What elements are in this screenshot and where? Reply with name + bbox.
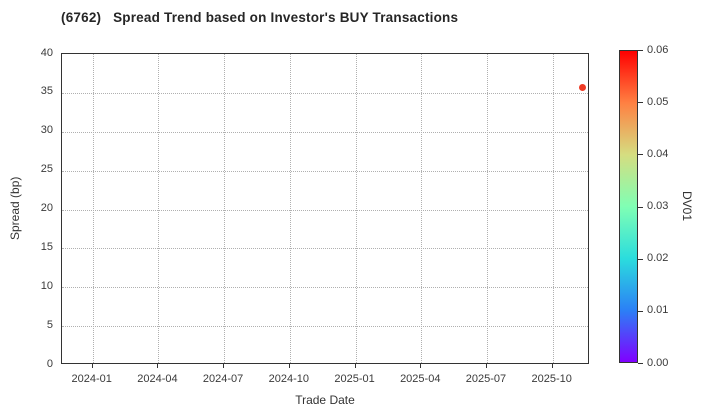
colorbar-tick-mark <box>638 363 643 364</box>
colorbar-tick-mark <box>638 154 643 156</box>
v-gridline <box>224 54 226 363</box>
v-gridline <box>92 54 94 363</box>
h-gridline <box>62 209 588 211</box>
y-tick-label: 15 <box>40 240 53 253</box>
h-gridline <box>62 248 588 250</box>
colorbar-tick-mark <box>638 50 643 51</box>
x-tick-label: 2025-04 <box>400 373 441 385</box>
x-tick-mark <box>157 364 159 368</box>
y-tick-label: 40 <box>40 46 53 59</box>
data-point <box>579 84 587 92</box>
v-gridline <box>552 54 554 363</box>
colorbar-tick-label: 0.06 <box>647 43 669 56</box>
y-tick-label: 10 <box>40 279 53 292</box>
x-tick-mark <box>551 364 553 368</box>
x-tick-mark <box>288 364 290 368</box>
y-tick-label: 35 <box>40 85 53 98</box>
x-tick-mark <box>420 364 422 368</box>
x-axis-label: Trade Date <box>295 393 355 407</box>
h-gridline <box>62 170 588 172</box>
v-gridline <box>421 54 423 363</box>
h-gridline <box>62 326 588 328</box>
colorbar-tick-mark <box>638 258 643 260</box>
x-tick-label: 2025-07 <box>465 373 507 385</box>
h-gridline <box>62 92 588 94</box>
colorbar-tick-label: 0.05 <box>647 95 669 108</box>
x-tick-mark <box>485 364 487 368</box>
colorbar-tick-label: 0.04 <box>647 147 669 160</box>
y-tick-label: 5 <box>46 318 53 331</box>
h-gridline <box>62 131 588 133</box>
y-tick-label: 25 <box>40 163 53 176</box>
y-tick-label: 20 <box>40 202 53 214</box>
x-tick-mark <box>354 364 356 368</box>
x-tick-label: 2024-10 <box>268 373 310 385</box>
h-gridline <box>62 287 588 289</box>
x-tick-label: 2025-01 <box>334 373 375 385</box>
colorbar-tick-mark <box>638 310 643 312</box>
x-tick-label: 2024-07 <box>202 373 244 385</box>
colorbar <box>619 50 638 363</box>
x-tick-label: 2024-04 <box>137 373 178 385</box>
v-gridline <box>158 54 160 363</box>
x-tick-mark <box>223 364 225 368</box>
colorbar-tick-label: 0.02 <box>647 252 669 265</box>
colorbar-tick-label: 0.01 <box>647 304 669 317</box>
colorbar-label: DV01 <box>680 191 694 222</box>
colorbar-tick-mark <box>638 102 643 104</box>
v-gridline <box>355 54 357 363</box>
colorbar-tick-mark <box>638 206 643 208</box>
x-tick-label: 2024-01 <box>71 373 112 385</box>
chart-title: (6762) Spread Trend based on Investor's … <box>61 10 459 25</box>
v-gridline <box>486 54 488 363</box>
plot-area <box>61 53 589 364</box>
x-tick-label: 2025-10 <box>531 373 572 385</box>
v-gridline <box>289 54 291 363</box>
y-tick-label: 30 <box>40 124 53 137</box>
colorbar-tick-label: 0.03 <box>647 200 669 212</box>
y-tick-label: 0 <box>46 357 53 370</box>
x-tick-mark <box>91 364 93 368</box>
colorbar-tick-label: 0.00 <box>647 356 669 369</box>
